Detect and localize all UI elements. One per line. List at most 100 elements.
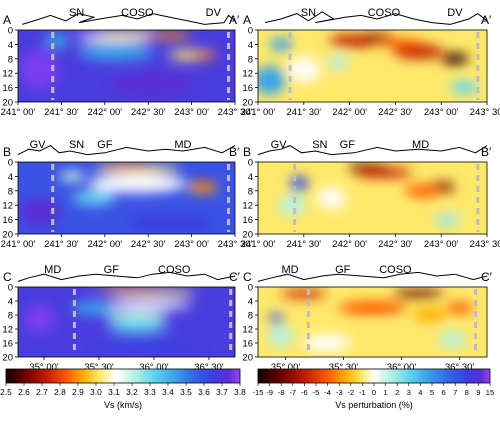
colorbar-tick-label: 3.8 — [234, 387, 246, 397]
anomaly-blob — [377, 38, 423, 48]
x-tick-label: 36° 30' — [194, 362, 224, 373]
colorbar-tick-label: 2.6 — [18, 387, 30, 397]
depth-tick-label: 8 — [8, 186, 13, 197]
depth-tick-label: 16 — [242, 339, 253, 350]
anomaly-blob — [278, 194, 307, 216]
colorbar-tick-label: 4 — [418, 388, 422, 397]
colorbar-tick-label: 3.4 — [162, 387, 174, 397]
place-label: GF — [335, 264, 351, 276]
section-end-left: A — [243, 13, 251, 27]
section-end-left: C — [3, 270, 12, 284]
depth-tick-label: 0 — [248, 158, 253, 169]
colorbar-tick-label: 7 — [453, 388, 457, 397]
x-tick-label: 243° 30' — [218, 239, 253, 250]
velocity-field — [18, 30, 235, 102]
depth-tick-label: 8 — [8, 54, 13, 65]
colorbar-tick-label: -9 — [266, 388, 273, 397]
depth-tick-label: 4 — [8, 297, 13, 308]
x-tick-label: 243° 00' — [424, 107, 459, 118]
panel-frame — [257, 29, 488, 103]
depth-tick-label: 0 — [8, 26, 13, 37]
colorbar-tick-label: -2 — [347, 388, 354, 397]
anomaly-blob — [338, 201, 407, 224]
colorbar: -15 -9 -8 -7 -6 -5 -4 -3 -2 -1 0 1 2 3 4 5 6 7 8 9 15 Vs pert… — [253, 368, 494, 410]
colorbar-tick-label: -4 — [324, 388, 331, 397]
depth-tick-label: 16 — [2, 339, 13, 350]
section-end-right: B′ — [229, 145, 240, 159]
anomaly-blobs — [278, 164, 462, 227]
velocity-field — [258, 162, 487, 234]
colorbar-tick-label: 3 — [407, 388, 411, 397]
x-tick-label: 243° 30' — [470, 239, 500, 250]
depth-tick-label: 16 — [2, 83, 13, 94]
depth-tick-label: 20 — [242, 230, 253, 241]
anomaly-blob — [355, 167, 413, 178]
x-tick-label: 241° 00' — [1, 107, 36, 118]
place-label: GF — [104, 264, 120, 276]
depth-tick-label: 0 — [248, 283, 253, 294]
colorbar-tick-label: 6 — [441, 388, 445, 397]
anomaly-blob — [104, 300, 192, 309]
x-tick-label: 241° 00' — [241, 107, 276, 118]
section-end-left: A — [3, 13, 11, 27]
colorbar-tick-label: -5 — [313, 388, 320, 397]
anomaly-blob — [104, 162, 149, 169]
anomaly-blob — [404, 184, 442, 198]
colorbar-tick-label: 2 — [395, 388, 399, 397]
anomaly-blob — [44, 33, 71, 48]
colorbar-tick-label: -7 — [289, 388, 296, 397]
section-end-right: C′ — [481, 270, 493, 284]
anomaly-blob — [72, 301, 116, 315]
depth-tick-label: 20 — [2, 98, 13, 109]
place-label: COSO — [121, 7, 154, 19]
section-end-right: C′ — [229, 270, 241, 284]
depth-tick-label: 12 — [242, 325, 253, 336]
x-tick-label: 36° 30' — [445, 362, 475, 373]
anomaly-blob — [438, 217, 453, 225]
panel-frame — [17, 29, 236, 103]
depth-tick-label: 12 — [2, 201, 13, 212]
x-tick-label: 242° 30' — [131, 239, 166, 250]
panel-frame — [17, 286, 236, 358]
depth-tick-label: 0 — [8, 158, 13, 169]
anomaly-blobs — [20, 30, 218, 95]
velocity-field — [18, 287, 235, 357]
place-label: GV — [30, 139, 47, 151]
colorbar-tick-label: -3 — [336, 388, 343, 397]
depth-tick-label: 16 — [242, 215, 253, 226]
panel-frame — [257, 286, 488, 358]
depth-tick-label: 20 — [2, 230, 13, 241]
x-tick-label: 241° 30' — [286, 107, 321, 118]
depth-tick-label: 12 — [2, 325, 13, 336]
x-tick-label: 241° 30' — [286, 239, 321, 250]
anomaly-blobs — [24, 287, 203, 354]
place-label: COSO — [158, 264, 191, 276]
x-tick-label: 242° 00' — [87, 107, 122, 118]
topography-profile — [22, 13, 236, 25]
x-tick-label: 241° 30' — [44, 239, 79, 250]
depth-tick-label: 4 — [248, 40, 253, 51]
velocity-field — [258, 287, 487, 357]
x-tick-label: 35° 00' — [271, 362, 301, 373]
colorbar-tick-label: 3.2 — [126, 387, 138, 397]
x-tick-label: 243° 30' — [218, 107, 253, 118]
anomaly-blob — [72, 190, 116, 206]
anomaly-blob — [59, 171, 86, 182]
colorbar-tick-label: 3.0 — [90, 387, 102, 397]
depth-tick-label: 16 — [2, 215, 13, 226]
topography-profile — [17, 145, 236, 156]
anomaly-blob — [338, 301, 407, 315]
place-label: MD — [412, 139, 429, 151]
place-label: SN — [69, 7, 84, 19]
anomaly-blob — [343, 325, 425, 347]
colorbar-tick-label: 9 — [476, 388, 480, 397]
anomaly-blob — [267, 325, 295, 347]
anomaly-blob — [106, 318, 168, 333]
colorbar-tick-label: -15 — [253, 388, 264, 397]
depth-tick-label: 4 — [248, 297, 253, 308]
colorbar-tick-label: 2.9 — [72, 387, 84, 397]
anomaly-blob — [20, 49, 60, 90]
section-end-left: C — [243, 270, 252, 284]
